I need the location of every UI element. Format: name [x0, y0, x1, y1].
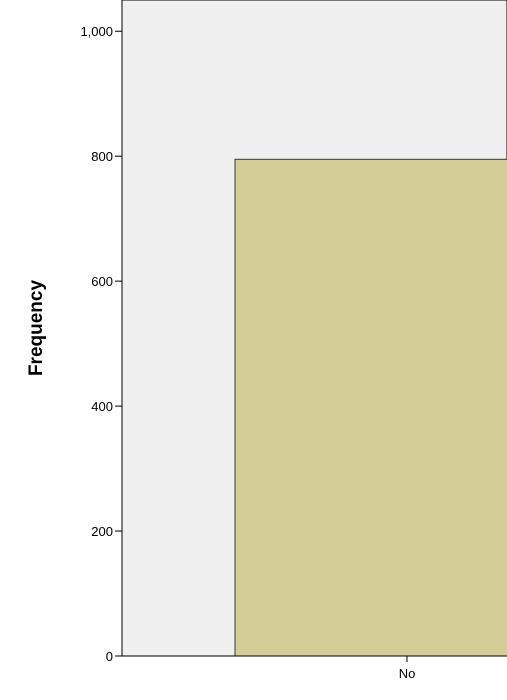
y-tick-label: 1,000	[80, 24, 113, 39]
y-axis-ticks: 0 200 400 600 800 1,000	[80, 24, 122, 664]
bar-group	[234, 158, 507, 657]
y-axis-title: Frequency	[26, 280, 47, 377]
y-tick-label: 200	[91, 524, 113, 539]
y-tick-label: 600	[91, 274, 113, 289]
y-tick-label: 400	[91, 399, 113, 414]
x-tick-label: No	[399, 666, 416, 681]
y-tick-label: 800	[91, 149, 113, 164]
x-axis-ticks: No	[399, 656, 416, 681]
bar-no	[234, 158, 507, 657]
y-tick-label: 0	[106, 649, 113, 664]
